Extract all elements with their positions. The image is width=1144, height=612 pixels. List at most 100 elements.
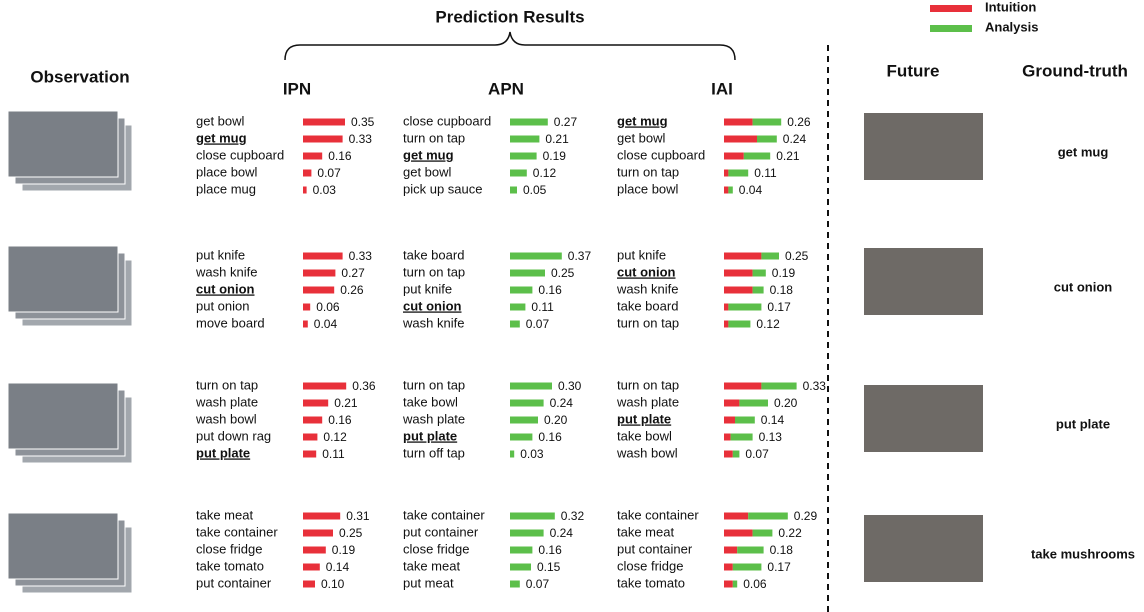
action-label: get mug	[196, 130, 247, 145]
value-label: 0.17	[767, 560, 791, 574]
bar	[510, 399, 544, 407]
intuition-bar	[724, 416, 735, 424]
value-label: 0.37	[568, 249, 592, 263]
value-label: 0.11	[531, 300, 554, 314]
action-label: put container	[403, 524, 479, 539]
bar	[303, 512, 341, 520]
value-label: 0.20	[544, 413, 568, 427]
action-label: take bowl	[617, 428, 672, 443]
action-label: close fridge	[403, 541, 469, 556]
value-label: 0.31	[346, 509, 370, 523]
value-label: 0.32	[561, 509, 585, 523]
action-label: take meat	[196, 507, 253, 522]
value-label: 0.12	[756, 317, 780, 331]
ground-truth-label: put plate	[1056, 416, 1110, 431]
intuition-bar	[724, 286, 753, 294]
intuition-bar	[724, 303, 729, 311]
action-label: turn on tap	[617, 164, 679, 179]
action-label: get bowl	[403, 164, 452, 179]
future-frame	[864, 248, 983, 315]
figure-title: Prediction Results	[435, 7, 584, 26]
value-label: 0.25	[551, 266, 575, 280]
intuition-bar	[724, 512, 749, 520]
action-label: wash bowl	[195, 411, 257, 426]
value-label: 0.19	[772, 266, 796, 280]
intuition-bar	[724, 546, 738, 554]
action-label: turn on tap	[617, 315, 679, 330]
value-label: 0.26	[787, 115, 811, 129]
value-label: 0.06	[743, 577, 767, 591]
action-label: take meat	[617, 524, 674, 539]
action-label: close cupboard	[196, 147, 284, 162]
bar	[303, 399, 329, 407]
bar	[303, 286, 335, 294]
bar	[303, 269, 336, 277]
action-label: take container	[196, 524, 278, 539]
bar	[510, 512, 555, 520]
action-label: put container	[196, 575, 272, 590]
legend-swatch	[930, 5, 972, 12]
intuition-bar	[724, 320, 729, 328]
bar	[303, 252, 343, 260]
action-label: put knife	[403, 281, 452, 296]
analysis-bar	[752, 269, 766, 277]
legend-label: Intuition	[985, 0, 1036, 14]
action-label: wash knife	[616, 281, 678, 296]
action-label: turn on tap	[403, 377, 465, 392]
legend-label: Analysis	[985, 19, 1038, 34]
intuition-bar	[724, 433, 731, 441]
action-label: take tomato	[196, 558, 264, 573]
action-label: turn on tap	[403, 264, 465, 279]
action-label: take meat	[403, 558, 460, 573]
intuition-bar	[724, 450, 733, 458]
value-label: 0.07	[745, 447, 769, 461]
analysis-bar	[743, 152, 771, 160]
value-label: 0.13	[759, 430, 783, 444]
action-label: get mug	[617, 113, 668, 128]
bar	[303, 320, 308, 328]
value-label: 0.26	[340, 283, 364, 297]
analysis-bar	[761, 382, 797, 390]
analysis-bar	[728, 303, 762, 311]
ground-truth-label: get mug	[1058, 144, 1109, 159]
bar	[303, 546, 326, 554]
value-label: 0.04	[739, 183, 763, 197]
value-label: 0.11	[322, 447, 345, 461]
value-label: 0.24	[783, 132, 807, 146]
action-label: close fridge	[617, 558, 683, 573]
bar	[303, 135, 343, 143]
intuition-bar	[724, 252, 762, 260]
value-label: 0.15	[537, 560, 561, 574]
value-label: 0.18	[770, 543, 794, 557]
bar	[303, 169, 312, 177]
bar	[303, 186, 307, 194]
bar	[510, 186, 517, 194]
bar	[510, 118, 548, 126]
value-label: 0.25	[339, 526, 363, 540]
value-label: 0.29	[794, 509, 818, 523]
bar	[303, 118, 345, 126]
method-header: APN	[488, 79, 524, 98]
intuition-bar	[724, 186, 729, 194]
bar	[510, 135, 540, 143]
bar	[303, 580, 315, 588]
value-label: 0.35	[351, 115, 375, 129]
action-label: put meat	[403, 575, 454, 590]
action-label: turn on tap	[403, 130, 465, 145]
action-label: take tomato	[617, 575, 685, 590]
value-label: 0.24	[550, 526, 574, 540]
analysis-bar	[748, 512, 788, 520]
bar	[303, 529, 333, 537]
action-label: put plate	[617, 411, 671, 426]
action-label: cut onion	[403, 298, 462, 313]
method-header: IAI	[711, 79, 733, 98]
bar	[510, 152, 537, 160]
action-label: take container	[617, 507, 699, 522]
action-label: take bowl	[403, 394, 458, 409]
intuition-bar	[724, 382, 762, 390]
analysis-bar	[730, 433, 753, 441]
value-label: 0.10	[321, 577, 345, 591]
action-label: turn off tap	[403, 445, 465, 460]
value-label: 0.16	[538, 430, 562, 444]
